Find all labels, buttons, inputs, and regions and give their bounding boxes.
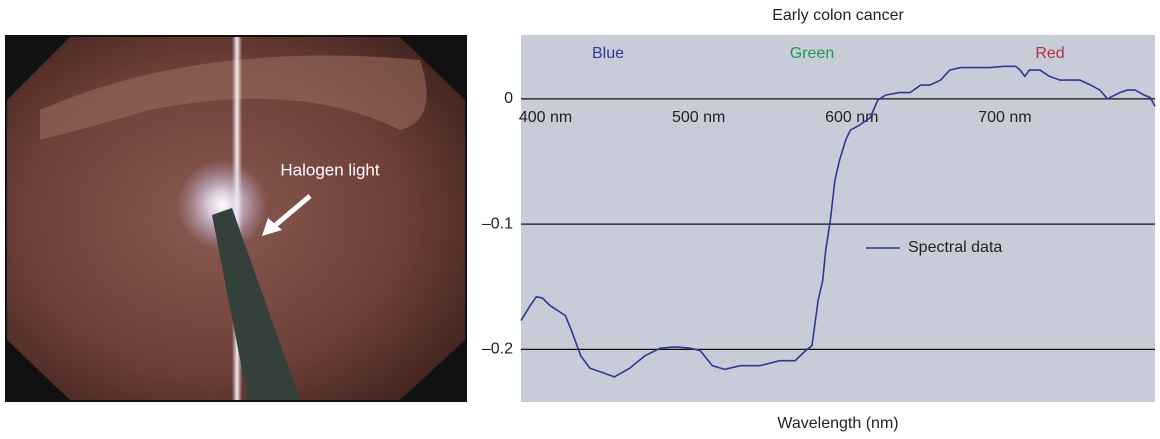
image-annotation: Halogen light bbox=[280, 160, 380, 179]
chart: Early colon cancer Wavelength (nm) 0 –0.1… bbox=[482, 7, 1155, 432]
chart-title: Early colon cancer bbox=[772, 7, 904, 24]
x-tick-label: 700 nm bbox=[978, 109, 1031, 126]
y-tick-label: –0.1 bbox=[482, 215, 513, 232]
band-label: Blue bbox=[592, 45, 624, 62]
legend-label: Spectral data bbox=[908, 239, 1002, 256]
y-tick-label: –0.2 bbox=[482, 341, 513, 358]
band-label: Red bbox=[1035, 45, 1064, 62]
x-axis-label: Wavelength (nm) bbox=[777, 415, 898, 432]
plot-background bbox=[521, 35, 1155, 402]
y-tick-label: 0 bbox=[504, 90, 513, 107]
endoscopic-image: Halogen light bbox=[5, 35, 467, 402]
band-label: Green bbox=[790, 45, 834, 62]
figure: Halogen light Early colon cancer Wavelen… bbox=[0, 0, 1160, 439]
x-tick-label: 400 nm bbox=[519, 109, 572, 126]
x-tick-label: 500 nm bbox=[672, 109, 725, 126]
